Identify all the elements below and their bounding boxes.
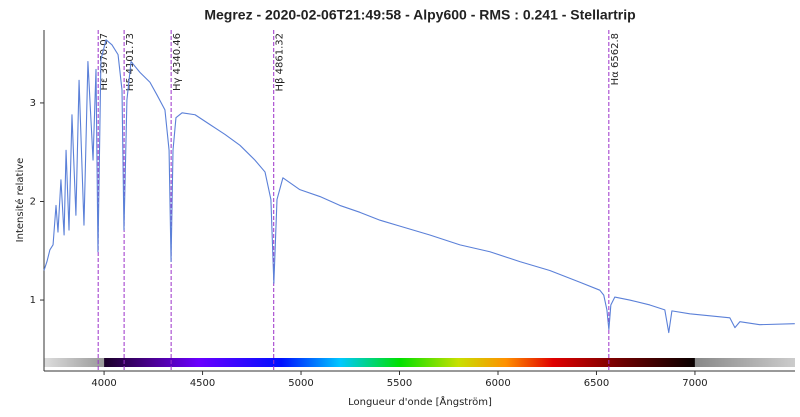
reference-wavelength: 4101.73 (125, 33, 136, 74)
reference-name: Hε (99, 78, 110, 91)
spectrum-line (43, 39, 795, 334)
x-axis-label: Longueur d'onde [Ångström] (348, 395, 492, 408)
reference-label: Hα 6562.8 (610, 33, 621, 85)
y-axis-label: Intensité relative (14, 158, 26, 243)
reference-wavelength: 4861.32 (275, 33, 286, 74)
reference-label: Hε 3970.07 (99, 33, 110, 90)
chart-title: Megrez - 2020-02-06T21:49:58 - Alpy600 -… (204, 7, 635, 23)
reference-name: Hβ (275, 78, 286, 92)
x-tick-label: 5500 (387, 378, 412, 389)
x-tick-label: 7000 (682, 378, 707, 389)
reference-wavelength: 4340.46 (172, 33, 183, 74)
x-tick-label: 4500 (190, 378, 215, 389)
reference-name: Hδ (125, 78, 136, 92)
x-tick-label: 6500 (584, 378, 609, 389)
x-tick-label: 5000 (288, 378, 313, 389)
y-tick-label: 3 (30, 98, 36, 109)
spectrum-strip-left (44, 358, 105, 367)
x-tick-label: 4000 (91, 378, 116, 389)
reference-label: Hδ 4101.73 (125, 33, 136, 91)
x-tick-label: 6000 (485, 378, 510, 389)
reference-wavelength: 6562.8 (610, 33, 621, 68)
reference-label: Hγ 4340.46 (172, 33, 183, 91)
reference-label: Hβ 4861.32 (275, 33, 286, 91)
reference-wavelength: 3970.07 (99, 33, 110, 74)
y-tick-label: 1 (30, 295, 36, 306)
reference-name: Hα (610, 71, 621, 86)
spectrum-strip-right (694, 358, 795, 367)
reference-name: Hγ (172, 77, 183, 91)
y-tick-label: 2 (30, 196, 36, 207)
spectrum-strip (104, 358, 695, 367)
